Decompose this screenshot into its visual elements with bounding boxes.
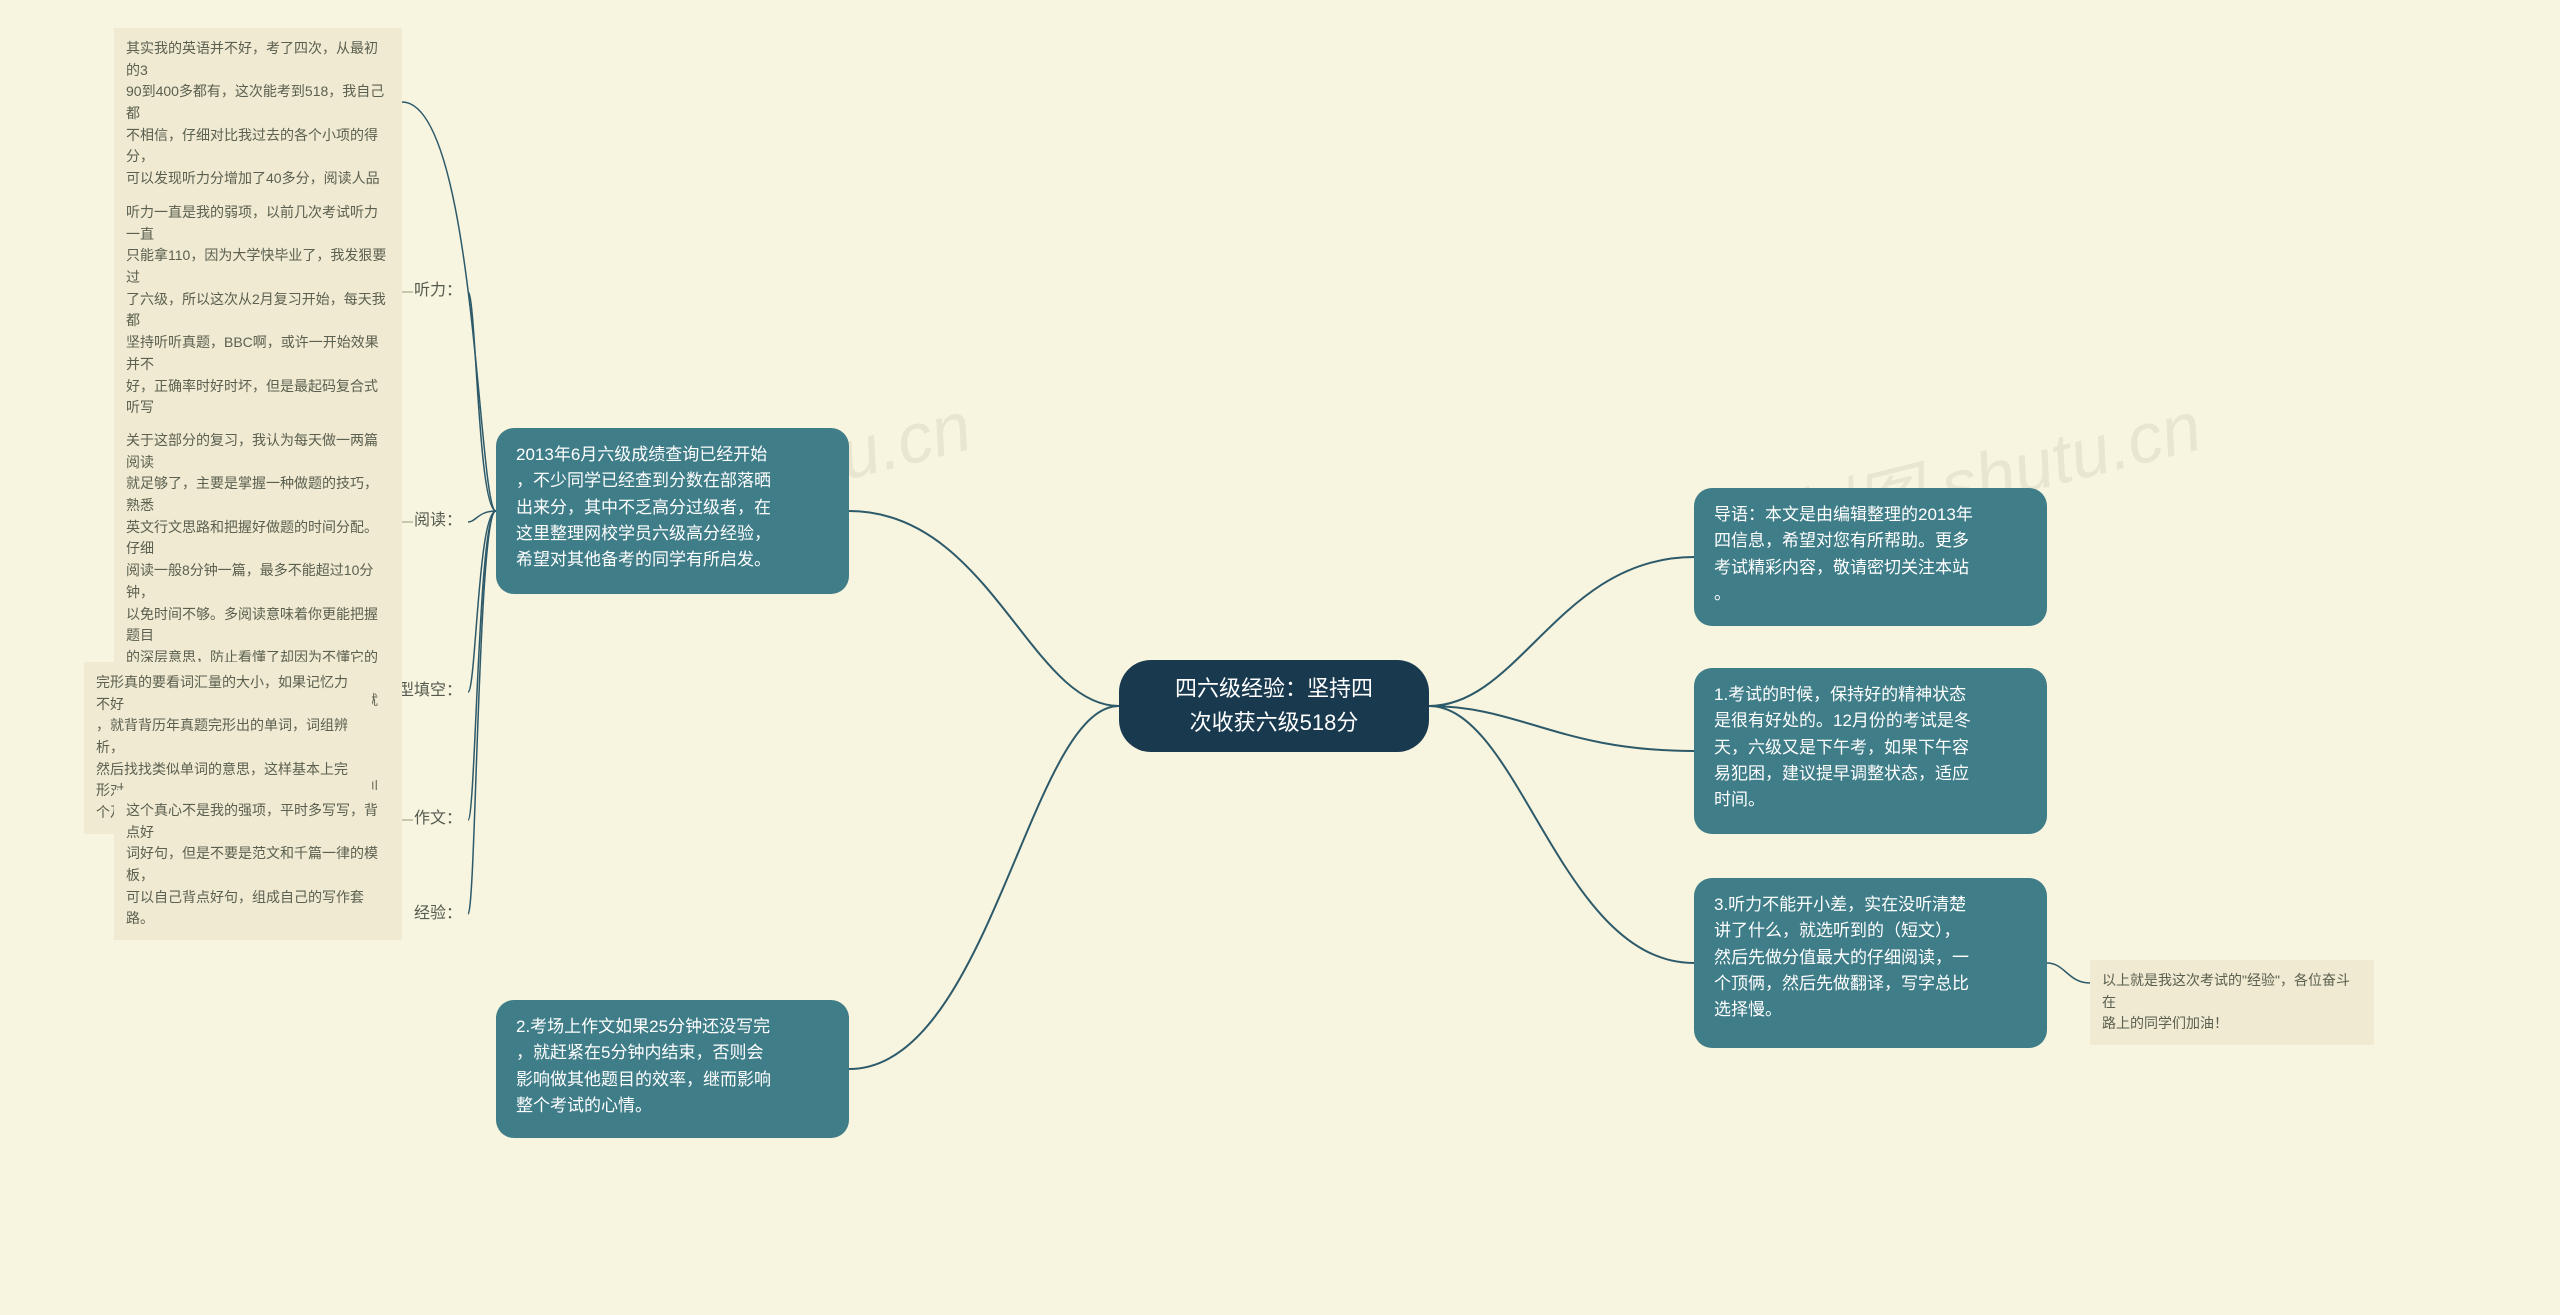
branch-node-tip2[interactable]: 2.考场上作文如果25分钟还没写完 ，就赶紧在5分钟内结束，否则会 影响做其他题… [496, 1000, 849, 1138]
textbox-closing: 以上就是我这次考试的"经验"，各位奋斗在 路上的同学们加油！ [2090, 960, 2374, 1045]
branch-node-context[interactable]: 2013年6月六级成绩查询已经开始 ，不少同学已经查到分数在部落晒 出来分，其中… [496, 428, 849, 594]
leaf-listening[interactable]: 听力： [414, 280, 462, 302]
center-node[interactable]: 四六级经验：坚持四 次收获六级518分 [1119, 660, 1429, 752]
leaf-writing[interactable]: 作文： [414, 808, 462, 830]
branch-node-tip3[interactable]: 3.听力不能开小差，实在没听清楚 讲了什么，就选听到的（短文）， 然后先做分值最… [1694, 878, 2047, 1048]
branch-node-tip1[interactable]: 1.考试的时候，保持好的精神状态 是很有好处的。12月份的考试是冬 天，六级又是… [1694, 668, 2047, 834]
branch-node-intro[interactable]: 导语：本文是由编辑整理的2013年 四信息，希望对您有所帮助。更多 考试精彩内容… [1694, 488, 2047, 626]
textbox-writing: 这个真心不是我的强项，平时多写写，背点好 词好句，但是不要是范文和千篇一律的模板… [114, 790, 402, 940]
leaf-reading[interactable]: 阅读： [414, 510, 462, 532]
leaf-experience[interactable]: 经验： [414, 903, 462, 925]
